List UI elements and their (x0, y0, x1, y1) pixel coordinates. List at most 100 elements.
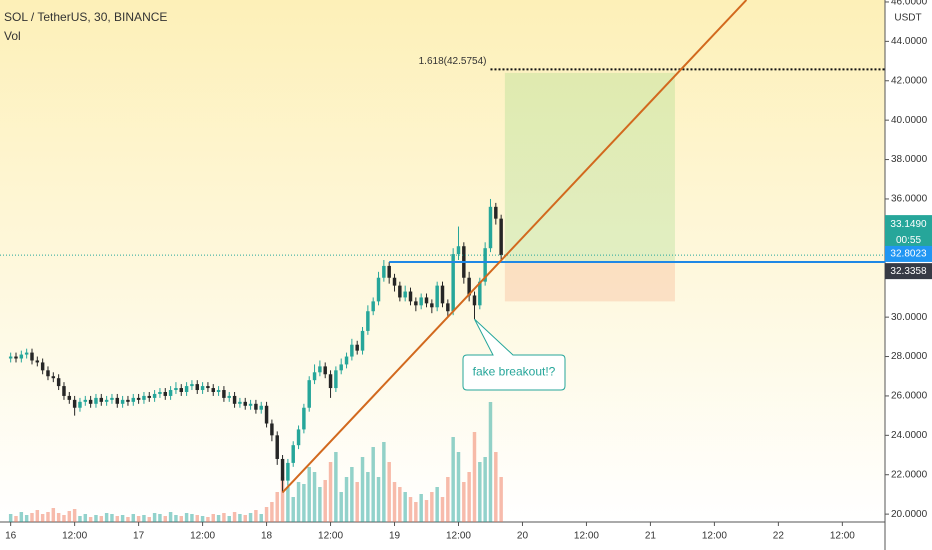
volume-bar (40, 514, 45, 522)
countdown: 00:55 (896, 235, 921, 246)
volume-bar (430, 492, 434, 522)
volume-bar (254, 510, 258, 522)
volume-bar (126, 517, 130, 522)
x-tick-label: 17 (133, 531, 145, 542)
candle-body (216, 390, 221, 392)
candle-body (472, 295, 477, 306)
volume-bar (334, 452, 338, 522)
candle-body (110, 397, 114, 400)
volume-bar (499, 477, 503, 522)
candle-body (184, 386, 189, 392)
candle-body (227, 395, 231, 398)
volume-bar (168, 512, 173, 522)
volume-bar (184, 513, 189, 522)
candle-body (371, 301, 375, 312)
volume-bar (398, 487, 402, 522)
candle-body (318, 366, 322, 373)
candle-body (200, 386, 205, 391)
candle-body (243, 401, 247, 406)
candle-body (467, 277, 471, 296)
candle-body (78, 401, 82, 408)
volume-bar (216, 515, 221, 522)
volume-bar (136, 516, 141, 522)
volume-bar (286, 487, 290, 522)
loss-zone (504, 261, 675, 302)
volume-bar (323, 480, 327, 522)
candle-body (211, 388, 215, 392)
volume-bar (67, 511, 72, 522)
candle-body (307, 380, 311, 408)
volume-bar (147, 517, 152, 522)
volume-bar (152, 513, 157, 522)
volume-bar (211, 514, 215, 522)
candle-body (494, 206, 498, 219)
volume-bar (451, 437, 455, 522)
volume-bar (270, 502, 274, 522)
volume-bar (19, 512, 24, 522)
volume-bar (344, 477, 349, 522)
candle-body (67, 395, 72, 400)
candle-body (179, 388, 183, 392)
y-tick-label: 44.0000 (891, 36, 928, 47)
volume-bar (296, 482, 301, 522)
volume-bar (339, 492, 343, 522)
x-tick-label: 12:00 (318, 531, 343, 542)
x-tick-label: 22 (773, 531, 785, 542)
volume-bar (376, 477, 381, 522)
candle-body (168, 390, 173, 396)
volume-bar (238, 514, 242, 522)
candle-body (414, 301, 418, 306)
candle-body (152, 393, 157, 398)
candle-body (339, 364, 343, 371)
volume-bar (382, 442, 386, 522)
callout-box (462, 318, 566, 391)
volume-bar (328, 462, 333, 522)
candle-body (286, 462, 290, 481)
volume-bar (355, 482, 359, 522)
time-axis (0, 522, 885, 550)
volume-bar (424, 500, 429, 522)
candle-body (451, 254, 455, 312)
volume-bar (94, 515, 98, 522)
candle-body (115, 397, 120, 404)
volume-bar (78, 516, 82, 522)
volume-bar (360, 457, 365, 522)
candle-body (24, 352, 29, 355)
x-tick-label: 12:00 (190, 531, 215, 542)
price-label-box (885, 263, 932, 280)
volume-bar (200, 516, 205, 522)
price-label: 33.1490 (890, 219, 927, 230)
candle-body (456, 246, 461, 255)
candle-body (19, 354, 24, 359)
x-tick-label: 19 (389, 531, 401, 542)
volume-label: Vol (4, 29, 21, 43)
candle-body (238, 401, 242, 404)
volume-bar (440, 497, 445, 522)
volume-bar (163, 516, 168, 522)
volume-bar (14, 516, 18, 522)
candle-body (403, 291, 407, 298)
volume-bar (312, 472, 317, 522)
y-tick-label: 20.0000 (891, 509, 928, 520)
candle-body (35, 360, 40, 363)
price-label-box (885, 245, 932, 262)
volume-bar (179, 516, 183, 522)
candle-body (56, 378, 61, 387)
candle-body (40, 362, 45, 371)
candle-body (323, 366, 327, 375)
volume-bar (462, 482, 466, 522)
volume-bar (291, 497, 295, 522)
volume-bar (259, 514, 263, 522)
volume-bar (264, 507, 269, 522)
y-tick-label: 38.0000 (891, 154, 928, 165)
volume-bar (408, 497, 413, 522)
candle-body (296, 429, 301, 446)
volume-bar (435, 487, 439, 522)
volume-bar (403, 492, 407, 522)
candle-body (264, 405, 269, 424)
volume-bar (120, 515, 125, 522)
candle-body (408, 291, 413, 302)
candle-body (355, 344, 359, 351)
volume-bar (56, 513, 61, 522)
